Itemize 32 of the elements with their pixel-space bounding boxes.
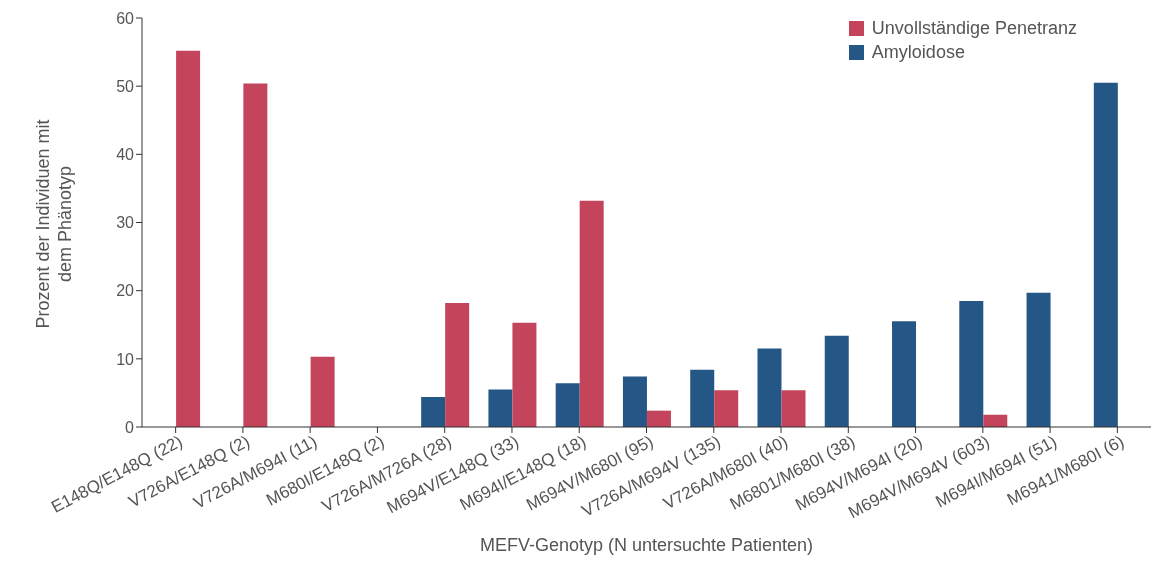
y-tick-label: 40 — [116, 146, 135, 164]
y-tick-label: 10 — [116, 350, 135, 368]
y-tick-label: 20 — [116, 282, 135, 300]
bar — [892, 321, 917, 427]
bar — [622, 376, 647, 427]
bar — [488, 389, 513, 427]
bar — [1026, 292, 1051, 427]
bar — [579, 200, 604, 427]
bar — [310, 356, 335, 427]
y-tick-label: 0 — [125, 418, 135, 436]
bar — [176, 50, 201, 427]
bar — [690, 369, 715, 427]
y-axis-title: Prozent der Individuen mit dem Phänotyp — [33, 119, 75, 329]
bar — [983, 414, 1008, 427]
y-tick-label: 30 — [116, 214, 135, 232]
bar — [421, 397, 446, 427]
x-axis-title: MEFV-Genotyp (N untersuchte Patienten) — [478, 535, 815, 556]
bar — [824, 335, 849, 427]
legend-label: Amyloidose — [871, 42, 965, 63]
bar — [781, 390, 806, 427]
bar — [757, 348, 782, 427]
legend-label: Unvollständige Penetranz — [871, 18, 1077, 39]
y-tick-label: 50 — [116, 77, 135, 95]
bar — [714, 390, 739, 427]
bar — [243, 83, 268, 427]
bar — [445, 302, 470, 427]
bar — [646, 410, 671, 427]
bar — [555, 383, 580, 427]
bar — [512, 322, 537, 427]
bar — [1093, 82, 1118, 427]
y-tick-label: 60 — [116, 9, 135, 27]
bar — [959, 300, 984, 427]
